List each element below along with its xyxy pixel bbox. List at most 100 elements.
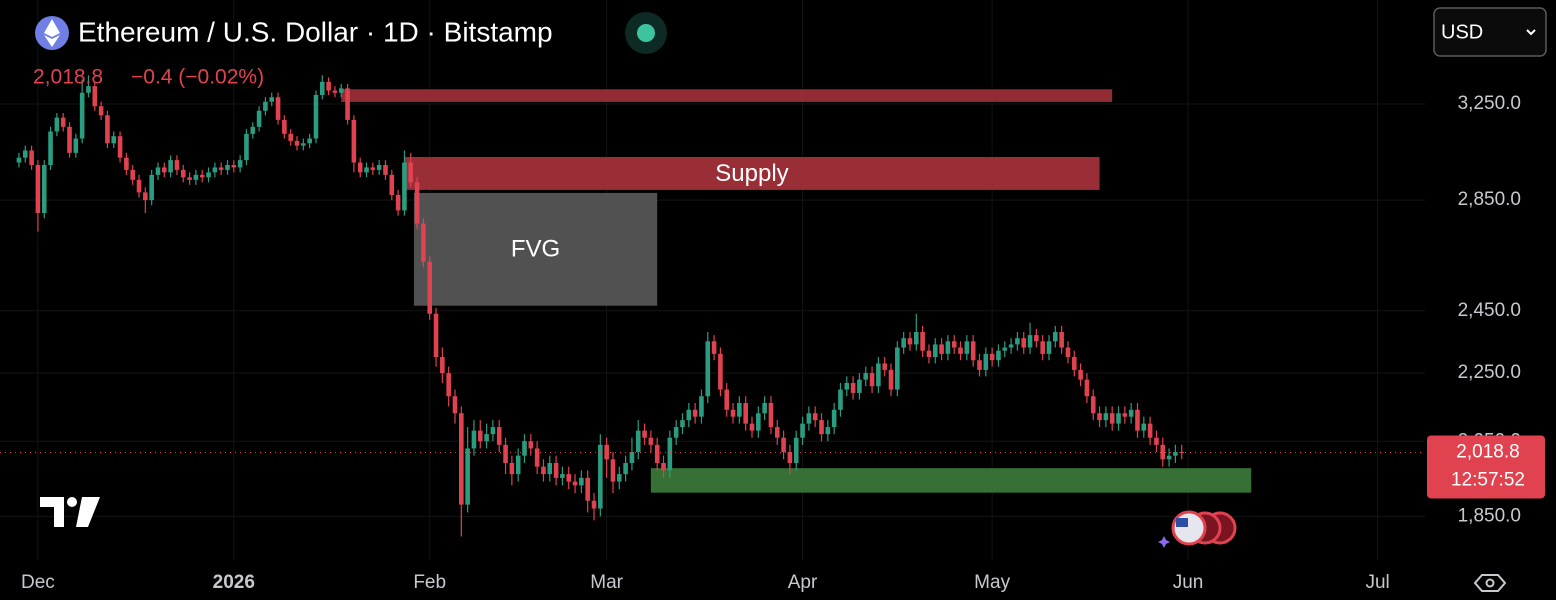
candle-body (705, 341, 711, 397)
candle-body (433, 313, 439, 358)
y-tick-label: 1,850.0 (1458, 505, 1521, 526)
candle-body (326, 81, 331, 91)
candle-body (490, 427, 496, 435)
candle-body (635, 430, 641, 453)
status-dot (637, 24, 655, 42)
currency-label: USD (1441, 21, 1483, 43)
candle-body (629, 452, 635, 463)
candle-body (1179, 452, 1185, 454)
candle-body (117, 136, 123, 158)
candle-body (1040, 341, 1045, 354)
candle-body (364, 167, 369, 173)
candle-body (155, 167, 161, 175)
candle-body (332, 90, 338, 93)
candle-body (977, 360, 982, 370)
candle-body (1103, 413, 1109, 421)
candle-body (989, 353, 995, 361)
candle-body (673, 427, 679, 438)
candle-body (907, 338, 913, 345)
event-icons[interactable] (1158, 510, 1237, 548)
candle-body (901, 338, 906, 348)
select-box[interactable] (1433, 7, 1547, 57)
candle-body (212, 167, 218, 173)
x-tick-label: Feb (413, 572, 446, 593)
x-tick-label: Jun (1173, 572, 1204, 593)
candle-body (983, 353, 989, 370)
candle-body (199, 174, 205, 178)
candle-body (41, 164, 47, 214)
candle-body (414, 182, 420, 224)
candle-body (686, 409, 692, 421)
logo-part (76, 497, 100, 527)
candle-body (743, 402, 748, 424)
candle-body (812, 413, 818, 421)
candle-body (863, 373, 869, 380)
candle-body (206, 172, 211, 178)
candle-body (945, 341, 951, 354)
zone (404, 156, 1100, 190)
candle-body (168, 160, 173, 173)
candle-body (1008, 344, 1014, 348)
settings-icon-center (1485, 578, 1495, 588)
candle-body (1027, 335, 1033, 348)
event-icon[interactable] (1171, 510, 1207, 546)
candle-body (98, 106, 104, 116)
legend-change: −0.4 (−0.02%) (131, 66, 264, 89)
candle-body (774, 427, 780, 438)
candle-body (313, 95, 319, 139)
candle-body (130, 169, 136, 180)
tv-logo (40, 497, 100, 527)
candle-body (383, 164, 388, 175)
price-tag (1427, 435, 1545, 499)
candle-body (616, 474, 622, 482)
candle-body (143, 192, 148, 201)
candle-body (661, 462, 666, 471)
candle-body (825, 427, 831, 435)
currency-select[interactable]: USD (1433, 7, 1547, 57)
candle-body (395, 194, 401, 211)
candle-body (1034, 335, 1039, 342)
candle-body (869, 373, 875, 387)
price-tag-value: 2,018.8 (1456, 441, 1519, 462)
candle-body (370, 167, 376, 170)
candle-body (604, 444, 609, 460)
candle-body (882, 363, 888, 370)
candle-body (951, 341, 957, 348)
candle-body (876, 363, 881, 387)
candle-body (22, 150, 28, 158)
candle-body (408, 162, 414, 183)
chart-title: Ethereum / U.S. Dollar · 1D · Bitstamp (78, 16, 553, 47)
candle-body (1109, 413, 1115, 424)
candle-body (73, 138, 79, 153)
candle-body (762, 402, 767, 414)
candle-body (92, 86, 98, 107)
candle-body (1059, 332, 1064, 348)
candle-body (781, 437, 786, 453)
candle-body (1071, 357, 1077, 370)
candle-body (218, 167, 224, 170)
candle-body (598, 444, 603, 509)
candle-body (244, 133, 249, 161)
candle-body (275, 97, 281, 120)
candle-body (345, 88, 350, 120)
logo-part (40, 497, 64, 527)
candle-body (648, 437, 654, 445)
candle-body (724, 389, 730, 410)
candle-body (692, 409, 698, 417)
candle-body (67, 126, 72, 153)
candle-body (534, 448, 540, 467)
x-tick-label: Dec (21, 572, 55, 593)
candle-body (509, 462, 515, 475)
candle-body (572, 481, 578, 486)
zone-label: FVG (511, 236, 560, 263)
settings-button[interactable] (1473, 574, 1507, 592)
candle-body (174, 160, 180, 170)
candle-body (477, 430, 483, 442)
candle-body (29, 150, 34, 165)
candle-body (711, 341, 717, 354)
candle-body (1160, 444, 1166, 460)
candle-body (319, 81, 325, 96)
zone (341, 89, 1113, 102)
settings-icon[interactable] (1473, 574, 1507, 592)
